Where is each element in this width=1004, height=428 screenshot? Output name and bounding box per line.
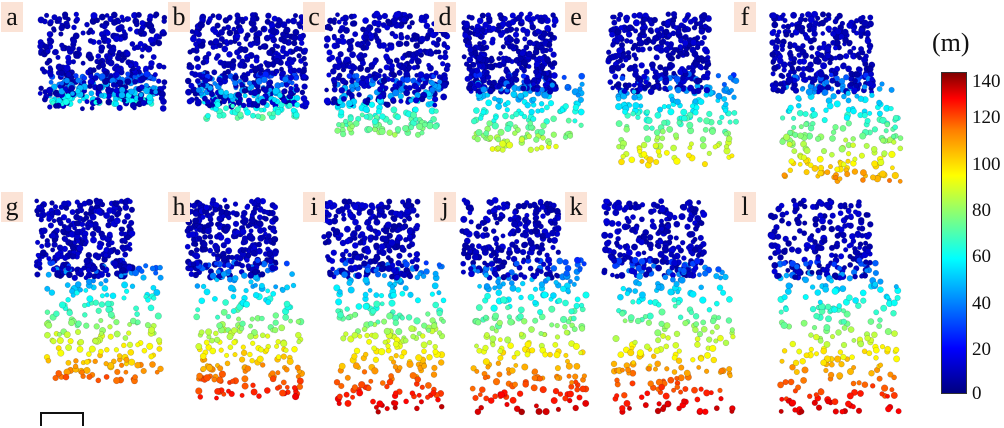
particle-cloud-b [184,11,310,122]
panel-label-a: a [1,2,23,32]
colorbar [941,72,967,394]
panel-label-d: d [434,2,456,32]
particle-cloud-d [461,11,586,153]
particle-cloud-l [767,197,902,416]
particle-cloud-f [769,10,904,185]
particle-cloud-k [601,198,736,416]
colorbar-tick: 20 [972,339,991,360]
colorbar-tick: 120 [972,107,1001,128]
panel-label-j: j [434,192,456,222]
colorbar-tick: 60 [972,246,991,267]
panel-label-l: l [734,192,756,222]
colorbar-tick: 100 [972,154,1001,175]
panel-label-h: h [168,192,190,222]
particle-cloud-i [321,197,447,415]
panel-label-k: k [565,192,587,222]
particle-cloud-j [459,196,590,416]
particle-cloud-e [605,10,740,169]
colorbar-tick: 40 [972,293,991,314]
panel-label-f: f [734,2,756,32]
scale-bar [40,412,84,426]
particle-cloud-h [184,197,305,401]
colorbar-tick: 80 [972,200,991,221]
colorbar-tick: 0 [972,383,982,404]
panel-label-e: e [565,2,587,32]
colorbar-unit-label: (m) [932,28,970,57]
panel-label-g: g [1,192,23,222]
colorbar-tick: 140 [972,71,1001,92]
particle-cloud-a [37,11,168,112]
panel-label-b: b [168,2,190,32]
particle-cloud-c [323,10,451,138]
panel-label-i: i [303,192,325,222]
panel-label-c: c [303,2,325,32]
particle-cloud-g [33,197,164,385]
